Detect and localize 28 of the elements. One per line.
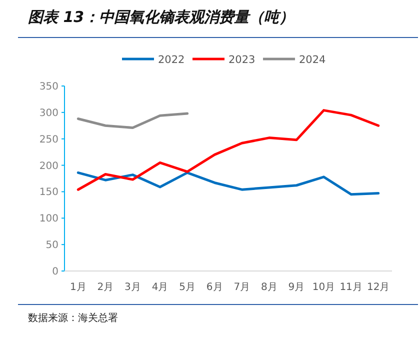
y-tick-label: 200: [39, 160, 58, 172]
line-series: [76, 112, 189, 130]
y-tick-label: 0: [52, 266, 58, 278]
y-tick-label: 50: [46, 240, 58, 252]
x-tick-label: 4月: [152, 282, 168, 293]
x-tick-label: 3月: [124, 282, 141, 293]
legend-label: 2022: [158, 54, 185, 66]
x-tick-label: 8月: [261, 282, 278, 293]
legend-label: 2024: [299, 54, 326, 66]
line-series: [76, 109, 380, 191]
y-tick-label: 100: [39, 214, 58, 225]
y-tick-label: 300: [39, 108, 58, 119]
legend-label: 2023: [228, 54, 256, 66]
y-tick-label: 350: [39, 82, 58, 92]
x-tick-label: 7月: [234, 282, 250, 293]
y-tick-label: 250: [39, 134, 58, 146]
x-tick-label: 5月: [179, 282, 196, 293]
x-tick-label: 6月: [206, 282, 223, 293]
x-tick-label: 11月: [340, 282, 362, 293]
x-tick-label: 2月: [97, 282, 114, 293]
y-tick-label: 150: [39, 187, 58, 198]
source-note: 数据来源：海关总署: [28, 312, 118, 324]
x-tick-label: 9月: [288, 282, 305, 293]
x-tick-label: 1月: [70, 282, 86, 293]
line-series: [76, 171, 380, 196]
x-tick-label: 10月: [312, 282, 336, 293]
chart-title: 图表 13：中国氧化镝表观消费量（吨）: [28, 8, 294, 26]
x-tick-label: 12月: [366, 282, 390, 293]
